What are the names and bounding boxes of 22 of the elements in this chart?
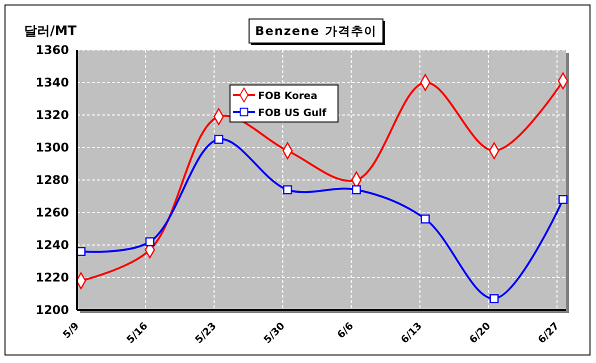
y-tick-label: 1200 — [36, 302, 69, 317]
point — [490, 294, 499, 304]
y-tick-label: 1240 — [36, 238, 69, 252]
point — [214, 134, 224, 144]
y-tick-label: 1220 — [36, 270, 69, 284]
point — [558, 194, 568, 204]
y-tick-label: 1300 — [36, 140, 69, 154]
y-tick-label: 1260 — [36, 205, 69, 220]
x-tick-label: 6/6 — [336, 320, 356, 342]
y-tick-label: 1360 — [36, 42, 69, 57]
point — [352, 185, 361, 194]
y-tick-label: 1340 — [36, 75, 69, 90]
x-tick-label: 5/9 — [61, 320, 82, 342]
y-axis-title: 달러/MT — [24, 24, 77, 39]
chart-title: Benzene 가격추이 — [255, 24, 377, 38]
y-tick-label: 1320 — [36, 108, 69, 122]
legend-label: FOB Korea — [258, 91, 318, 102]
legend-label: FOB US Gulf — [258, 108, 327, 119]
y-tick-label: 1280 — [36, 172, 69, 187]
point — [420, 214, 430, 224]
point — [283, 185, 292, 194]
point — [145, 237, 154, 246]
